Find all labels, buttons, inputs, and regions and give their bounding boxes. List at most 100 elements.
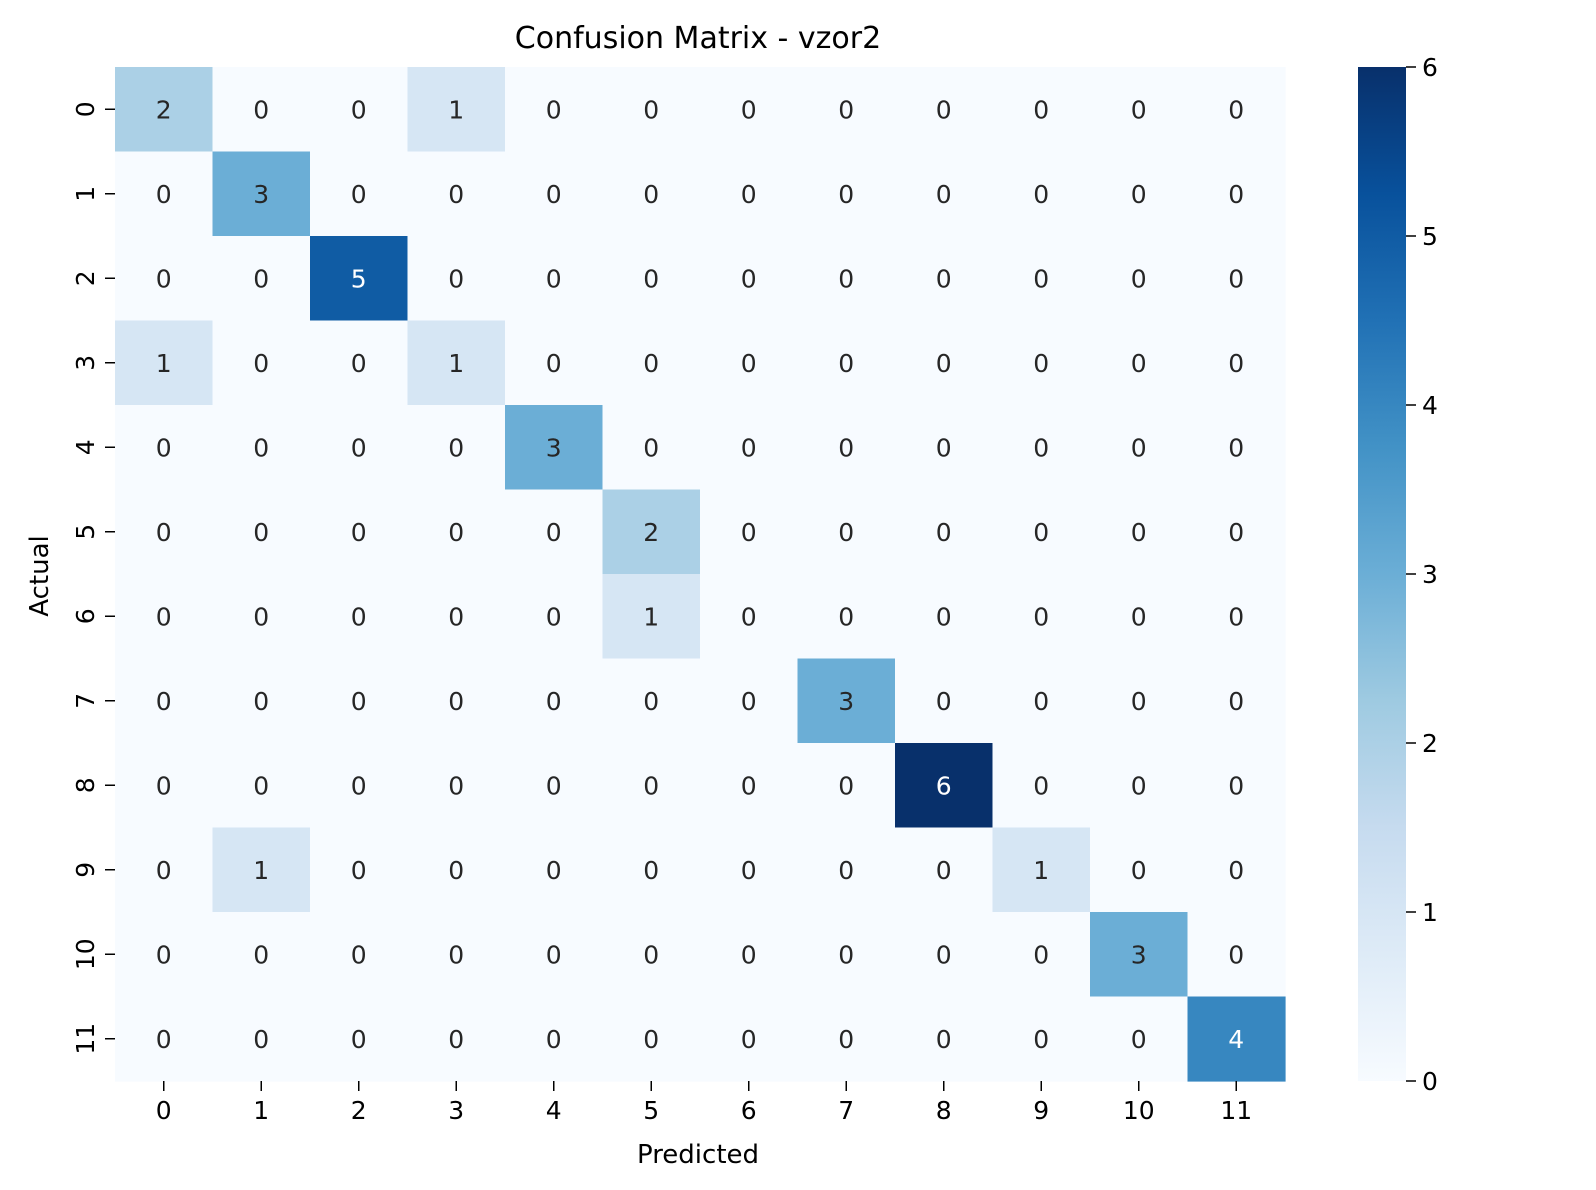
x-tick-label: 7: [838, 1096, 854, 1125]
cell-value-label: 0: [643, 856, 659, 885]
heatmap-cell: [700, 236, 799, 322]
heatmap-cell: [1090, 996, 1189, 1082]
heatmap-cell: [602, 67, 701, 153]
heatmap-cell: [1187, 912, 1286, 998]
cell-value-label: 0: [1033, 1025, 1049, 1054]
cell-value-label: 3: [253, 180, 269, 209]
heatmap-cell: [407, 912, 506, 998]
cell-value-label: 0: [546, 95, 562, 124]
cell-value-label: 0: [448, 771, 464, 800]
cell-value-label: 0: [546, 602, 562, 631]
cell-value-label: 0: [546, 349, 562, 378]
heatmap-cell: [797, 320, 896, 406]
cell-value-label: 0: [1131, 95, 1147, 124]
heatmap-cell: [115, 912, 214, 998]
cell-value-label: 0: [741, 180, 757, 209]
heatmap-cell: [700, 996, 799, 1082]
heatmap-cell: [797, 236, 896, 322]
cell-value-label: 0: [253, 433, 269, 462]
cell-value-label: 0: [741, 433, 757, 462]
heatmap-cell: [212, 67, 311, 153]
cell-value-label: 0: [1131, 856, 1147, 885]
heatmap-cell: [895, 320, 994, 406]
cell-value-label: 0: [546, 264, 562, 293]
y-tick-label: 0: [71, 101, 100, 117]
cell-value-label: 0: [741, 771, 757, 800]
heatmap-cell: [115, 658, 214, 744]
cell-value-label: 0: [1131, 771, 1147, 800]
cell-value-label: 0: [936, 602, 952, 631]
heatmap-cell: [310, 151, 409, 237]
heatmap-cell: [700, 489, 799, 575]
cell-value-label: 0: [936, 95, 952, 124]
cell-value-label: 0: [546, 687, 562, 716]
x-tick-label: 10: [1123, 1096, 1155, 1125]
heatmap-cell: [895, 236, 994, 322]
heatmap-cell: [895, 67, 994, 153]
cell-value-label: 0: [546, 180, 562, 209]
heatmap-cell: [310, 743, 409, 829]
cell-value-label: 3: [838, 687, 854, 716]
heatmap-cell: [310, 236, 409, 322]
heatmap-cell: [1090, 67, 1189, 153]
heatmap-cell: [895, 658, 994, 744]
cell-value-label: 0: [936, 518, 952, 547]
heatmap-cell: [895, 405, 994, 491]
cell-value-label: 6: [936, 771, 952, 800]
cell-value-label: 0: [838, 771, 854, 800]
x-axis: 0 1 2 3 4 5 6 7 8 9 10 11: [156, 1081, 1252, 1125]
cell-value-label: 2: [643, 518, 659, 547]
cell-value-label: 0: [351, 687, 367, 716]
heatmap-cell: [797, 912, 896, 998]
heatmap-cell: [895, 743, 994, 829]
heatmap-cell: [992, 151, 1091, 237]
chart-title: Confusion Matrix - vzor2: [515, 21, 881, 56]
heatmap-cell: [407, 489, 506, 575]
heatmap-cell: [310, 912, 409, 998]
cell-value-label: 0: [741, 940, 757, 969]
heatmap-cell: [212, 827, 311, 913]
cell-value-label: 0: [351, 940, 367, 969]
cell-value-label: 0: [156, 518, 172, 547]
cell-value-label: 0: [936, 940, 952, 969]
heatmap-cell: [992, 236, 1091, 322]
cell-value-label: 0: [448, 687, 464, 716]
cell-value-label: 0: [351, 856, 367, 885]
heatmap-cell: [992, 405, 1091, 491]
y-tick-label: 11: [71, 1023, 100, 1055]
colorbar-tick-label: 0: [1422, 1067, 1438, 1096]
heatmap-cell: [407, 658, 506, 744]
cell-value-label: 0: [156, 602, 172, 631]
y-axis-label: Actual: [25, 535, 55, 616]
cell-value-label: 0: [1228, 940, 1244, 969]
cell-value-label: 0: [936, 180, 952, 209]
heatmap-cell: [1090, 827, 1189, 913]
heatmap-cell: [310, 574, 409, 660]
heatmap-cell: [797, 658, 896, 744]
cell-value-label: 0: [936, 264, 952, 293]
cell-value-label: 0: [936, 349, 952, 378]
x-tick-label: 6: [741, 1096, 757, 1125]
y-tick-label: 3: [71, 355, 100, 371]
heatmap-cell: [310, 320, 409, 406]
heatmap-cell: [505, 489, 604, 575]
cell-value-label: 0: [1228, 771, 1244, 800]
heatmap-cell: [602, 996, 701, 1082]
heatmap-cell: [115, 489, 214, 575]
cell-value-label: 0: [643, 687, 659, 716]
heatmap-cell: [115, 236, 214, 322]
cell-value-label: 0: [1131, 1025, 1147, 1054]
heatmap-cell: [310, 996, 409, 1082]
heatmap-cell: [602, 827, 701, 913]
cell-value-label: 0: [643, 180, 659, 209]
heatmap-cell: [310, 827, 409, 913]
heatmap-cell: [115, 574, 214, 660]
heatmap-cell: [1090, 151, 1189, 237]
cell-value-label: 0: [448, 433, 464, 462]
heatmap-cell: [1090, 912, 1189, 998]
cell-value-label: 0: [546, 518, 562, 547]
heatmap-cell: [212, 658, 311, 744]
cell-value-label: 0: [156, 1025, 172, 1054]
heatmap-cell: [407, 67, 506, 153]
